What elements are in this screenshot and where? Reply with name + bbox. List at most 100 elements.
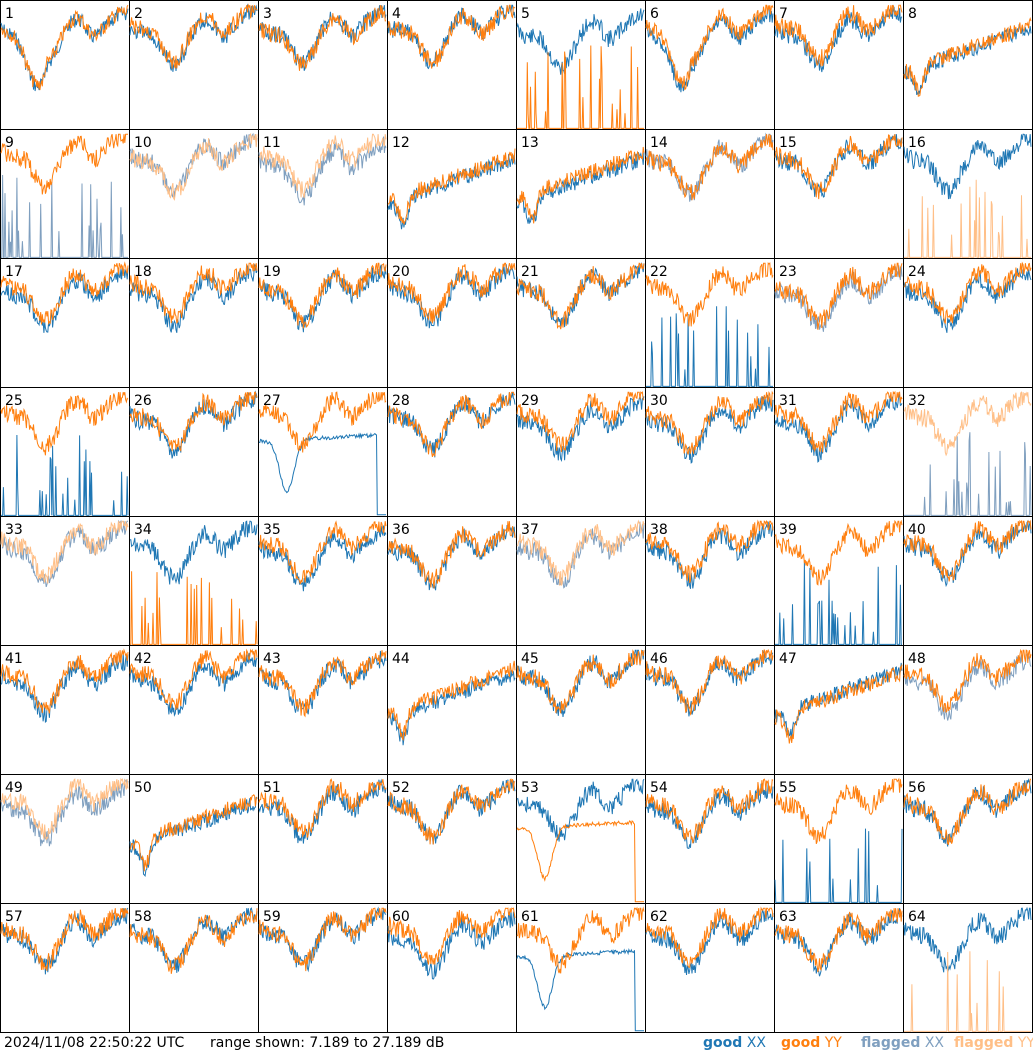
series-yy: [387, 4, 516, 69]
legend-flagged-yy-word: flagged: [954, 1035, 1014, 1051]
panel-63: 63: [774, 903, 904, 1033]
panel-39: 39: [774, 516, 904, 646]
panel-label: 2: [134, 6, 143, 22]
panel-12: 12: [387, 129, 517, 259]
series-xx: [516, 395, 645, 463]
panel-frame: [516, 0, 646, 130]
panel-label: 3: [263, 6, 272, 22]
panel-label: 4: [392, 6, 401, 22]
panel-frame: [903, 0, 1033, 130]
panel-frame: [0, 0, 130, 130]
panel-frame: [0, 516, 130, 646]
series-yy: [516, 391, 645, 453]
series-xx: [387, 523, 516, 591]
panel-48: 48: [903, 645, 1033, 775]
panel-23: 23: [774, 258, 904, 388]
panel-label: 32: [908, 393, 926, 409]
panel-frame: [516, 903, 646, 1033]
series-yy: [387, 262, 516, 324]
panel-38: 38: [645, 516, 775, 646]
series-yy: [258, 262, 387, 329]
panel-33: 33: [0, 516, 130, 646]
series-yy: [387, 148, 516, 225]
series-yy: [774, 390, 903, 453]
series-yy: [903, 391, 1032, 457]
series-yy: [774, 908, 903, 973]
panel-41: 41: [0, 645, 130, 775]
panel-4: 4: [387, 0, 517, 130]
series-yy: [387, 391, 515, 458]
panel-label: 7: [779, 6, 788, 22]
panel-10: 10: [129, 129, 259, 259]
series-yy: [774, 664, 903, 744]
series-yy: [130, 571, 258, 645]
legend-good-xx: good XX: [703, 1033, 766, 1053]
series-yy: [387, 521, 516, 589]
panel-label: 55: [779, 780, 797, 796]
series-yy: [0, 4, 129, 91]
panel-label: 54: [650, 780, 668, 796]
panel-frame: [516, 129, 646, 259]
series-yy: [0, 520, 129, 584]
panel-54: 54: [645, 774, 775, 904]
series-xx: [903, 133, 1032, 200]
panel-64: 64: [903, 903, 1033, 1033]
series-yy: [774, 262, 903, 330]
panel-45: 45: [516, 645, 646, 775]
series-xx: [387, 779, 516, 845]
series-yy: [903, 16, 1032, 97]
panel-frame: [903, 903, 1033, 1033]
panel-36: 36: [387, 516, 517, 646]
panel-label: 28: [392, 393, 410, 409]
panel-label: 57: [5, 909, 23, 925]
series-yy: [645, 262, 774, 327]
legend-good-yy-word: good: [781, 1035, 821, 1051]
panel-label: 49: [5, 780, 23, 796]
series-yy: [129, 794, 258, 872]
panel-label: 37: [521, 522, 539, 538]
series-yy: [0, 392, 129, 456]
series-yy: [0, 908, 129, 971]
panel-17: 17: [0, 258, 130, 388]
series-xx: [387, 910, 516, 980]
panel-19: 19: [258, 258, 388, 388]
series-yy: [774, 777, 903, 844]
panel-label: 24: [908, 264, 926, 280]
panel-47: 47: [774, 645, 904, 775]
panel-2: 2: [129, 0, 259, 130]
series-yy: [645, 906, 774, 968]
series-yy: [258, 391, 387, 453]
panel-frame: [387, 129, 517, 259]
series-yy: [774, 134, 903, 200]
panel-label: 18: [134, 264, 152, 280]
panel-35: 35: [258, 516, 388, 646]
panel-label: 46: [650, 651, 668, 667]
series-xx: [387, 154, 516, 230]
series-yy: [645, 519, 774, 584]
series-yy: [1, 777, 129, 841]
series-yy: [387, 778, 516, 845]
panel-label: 63: [779, 909, 797, 925]
panel-frame: [645, 903, 775, 1033]
timestamp: 2024/11/08 22:50:22 UTC: [4, 1035, 185, 1051]
panel-label: 43: [263, 651, 281, 667]
panel-label: 8: [908, 6, 917, 22]
panel-30: 30: [645, 387, 775, 517]
series-yy: [903, 648, 1032, 714]
panel-11: 11: [258, 129, 388, 259]
panel-5: 5: [516, 0, 646, 130]
panel-label: 5: [521, 6, 530, 22]
series-xx: [774, 4, 903, 73]
panel-label: 21: [521, 264, 539, 280]
series-yy: [258, 650, 387, 718]
series-yy: [645, 390, 774, 455]
range-text: range shown: 7.189 to 27.189 dB: [210, 1035, 445, 1051]
series-xx: [387, 392, 516, 458]
series-yy: [258, 5, 386, 71]
legend-flagged-xx-word: flagged: [861, 1035, 921, 1051]
series-xx: [258, 136, 387, 206]
panel-56: 56: [903, 774, 1033, 904]
series-xx: [774, 393, 903, 463]
series-yy: [516, 649, 645, 714]
